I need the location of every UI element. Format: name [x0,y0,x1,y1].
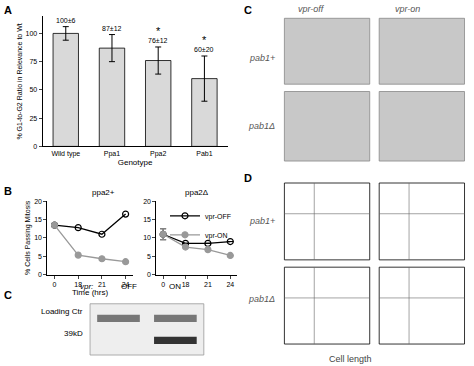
svg-text:39kD: 39kD [64,329,83,338]
svg-text:75: 75 [29,58,37,65]
svg-text:OFF: OFF [121,282,137,291]
svg-text:Genotype: Genotype [118,158,153,167]
svg-text:5: 5 [38,253,42,260]
svg-text:D: D [244,172,252,184]
svg-text:50: 50 [29,86,37,93]
svg-text:C: C [4,289,12,301]
svg-text:Time (hrs): Time (hrs) [72,288,108,297]
svg-text:vpr-off: vpr-off [298,4,325,14]
svg-text:15: 15 [34,216,42,223]
svg-text:Loading Ctr: Loading Ctr [41,307,83,316]
svg-text:C: C [244,4,252,16]
svg-text:% Cells Passing Mitosis: % Cells Passing Mitosis [24,200,32,275]
svg-text:18: 18 [182,281,190,288]
svg-text:vpr-on: vpr-on [395,4,420,14]
svg-text:pab1Δ: pab1Δ [248,294,275,304]
svg-text:ppa2+: ppa2+ [92,188,115,197]
svg-text:ppa2Δ: ppa2Δ [185,188,209,197]
svg-text:0: 0 [33,143,37,150]
svg-text:Ppa2: Ppa2 [150,150,166,158]
svg-text:60±20: 60±20 [194,46,214,53]
svg-text:24: 24 [122,281,130,288]
svg-text:pab1+: pab1+ [249,53,275,63]
svg-text:Cell length: Cell length [329,354,372,364]
svg-text:15: 15 [143,216,151,223]
svg-text:pab1Δ: pab1Δ [248,121,275,131]
svg-text:0: 0 [38,271,42,278]
svg-text:10: 10 [143,234,151,241]
svg-text:18: 18 [74,281,82,288]
svg-text:0: 0 [53,281,57,288]
svg-text:*: * [156,25,161,37]
svg-text:0: 0 [147,271,151,278]
svg-text:100±6: 100±6 [56,17,76,24]
svg-text:21: 21 [204,281,212,288]
svg-text:76±12: 76±12 [148,37,168,44]
svg-text:A: A [4,4,12,16]
svg-text:Wild type: Wild type [51,150,80,158]
svg-text:20: 20 [34,198,42,205]
svg-text:pab1+: pab1+ [249,216,275,226]
svg-text:5: 5 [147,253,151,260]
svg-text:Ppa1: Ppa1 [104,150,120,158]
svg-text:0: 0 [161,281,165,288]
svg-text:20: 20 [143,198,151,205]
svg-text:25: 25 [29,115,37,122]
svg-text:vpr:: vpr: [80,282,93,291]
svg-text:vpr-ON: vpr-ON [205,232,228,240]
svg-text:100: 100 [26,30,38,37]
svg-text:B: B [4,185,12,197]
svg-text:21: 21 [98,281,106,288]
svg-text:87±12: 87±12 [102,25,122,32]
svg-text:ON: ON [169,282,181,291]
svg-text:24: 24 [226,281,234,288]
svg-text:*: * [202,34,207,46]
svg-text:10: 10 [34,234,42,241]
svg-text:% G1-to-G2 Ratio in Relevance: % G1-to-G2 Ratio in Relevance to Wt [16,23,23,139]
svg-text:Pab1: Pab1 [196,150,212,157]
svg-text:vpr-OFF: vpr-OFF [205,213,231,221]
